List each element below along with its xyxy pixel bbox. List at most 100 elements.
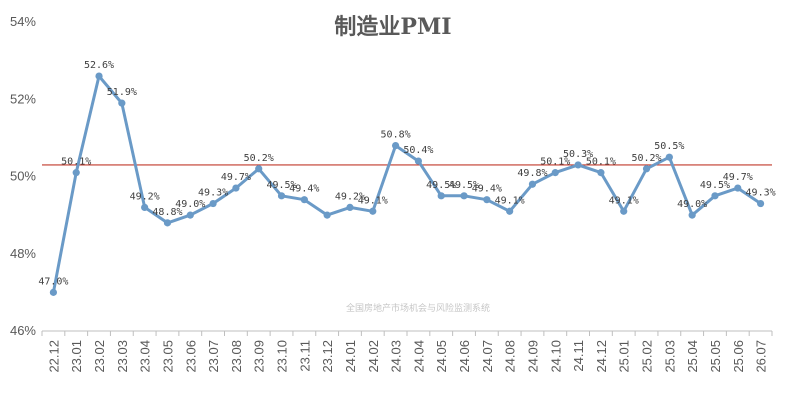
data-label: 49.7% [723, 172, 753, 183]
data-label: 49.5% [266, 180, 296, 191]
x-tick-label: 24.02 [366, 340, 381, 373]
data-point [597, 169, 605, 177]
data-point [460, 192, 468, 200]
data-label: 50.3% [563, 149, 593, 160]
data-label: 49.2% [335, 191, 365, 202]
series-line [51, 74, 762, 293]
data-label: 51.9% [107, 87, 137, 98]
data-point [688, 211, 696, 219]
x-tick-label: 23.12 [320, 340, 335, 373]
data-point [141, 203, 149, 211]
x-tick-label: 22.12 [46, 340, 61, 373]
data-label: 49.2% [130, 191, 160, 202]
data-label: 50.1% [586, 157, 616, 168]
x-tick-label: 23.01 [69, 340, 84, 373]
x-tick-label: 25.02 [640, 340, 655, 373]
data-point [711, 192, 719, 200]
x-tick-label: 24.03 [389, 340, 404, 373]
data-point [756, 199, 765, 208]
data-label: 52.6% [84, 60, 114, 71]
data-label: 50.5% [654, 141, 684, 152]
y-tick-label: 46% [10, 323, 36, 338]
data-point [323, 211, 331, 219]
data-point [163, 219, 172, 227]
data-label: 50.2% [631, 153, 661, 164]
x-tick-label: 24.05 [434, 340, 449, 373]
data-label: 49.1% [495, 195, 525, 206]
data-label: 49.5% [449, 180, 479, 191]
data-point [574, 161, 582, 169]
x-tick-label: 24.10 [548, 340, 563, 373]
data-label: 49.5% [426, 180, 456, 191]
x-tick-label: 23.07 [206, 340, 221, 373]
data-point [118, 99, 126, 107]
data-point [255, 165, 263, 173]
x-tick-label: 25.05 [708, 340, 723, 373]
data-label: 50.1% [540, 157, 570, 168]
x-tick-label: 24.11 [571, 340, 586, 372]
data-label: 49.0% [677, 199, 707, 210]
data-point [528, 180, 537, 188]
data-point [49, 288, 58, 296]
data-label: 50.1% [61, 157, 91, 168]
data-point [209, 199, 217, 208]
data-point [620, 207, 628, 215]
data-point [551, 169, 559, 177]
data-label: 50.8% [381, 130, 411, 141]
data-label: 49.4% [472, 184, 502, 195]
y-tick-label: 48% [10, 246, 36, 261]
x-tick-label: 23.10 [275, 340, 290, 373]
data-point [665, 153, 673, 161]
data-label: 49.5% [700, 180, 730, 191]
x-tick-label: 23.03 [115, 340, 130, 373]
data-label: 50.4% [403, 145, 433, 156]
data-point [483, 196, 491, 204]
data-label: 49.4% [289, 184, 319, 195]
y-tick-label: 50% [10, 169, 36, 184]
x-tick-label: 25.01 [617, 340, 632, 373]
data-label: 49.1% [358, 195, 388, 206]
y-tick-label: 52% [10, 91, 36, 106]
data-point [506, 207, 514, 215]
data-label: 49.1% [609, 195, 639, 206]
data-point [95, 72, 103, 80]
x-tick-label: 25.06 [731, 340, 746, 373]
data-point [642, 165, 651, 173]
x-tick-label: 23.05 [160, 340, 175, 373]
y-tick-label: 54% [10, 14, 36, 29]
x-tick-label: 23.02 [92, 340, 107, 373]
data-point [232, 184, 240, 192]
watermark: 全国房地产市场机会与风险监测系统 [346, 302, 490, 314]
chart-title: 制造业PMI [334, 14, 451, 40]
data-label: 49.3% [198, 188, 228, 199]
x-tick-label: 23.11 [297, 340, 312, 372]
data-point [734, 184, 742, 192]
data-label: 47.0% [38, 276, 68, 287]
data-point [72, 169, 80, 177]
x-tick-label: 24.04 [411, 340, 426, 373]
data-label: 49.7% [221, 172, 251, 183]
x-tick-label: 26.07 [754, 340, 769, 373]
data-point [391, 142, 400, 150]
data-label: 49.8% [517, 168, 547, 179]
x-tick-label: 23.08 [229, 340, 244, 373]
data-label: 48.8% [152, 207, 182, 218]
data-point [186, 211, 194, 219]
data-label: 50.2% [244, 153, 274, 164]
x-tick-label: 24.12 [594, 340, 609, 373]
data-point [346, 203, 354, 211]
x-tick-label: 25.04 [685, 340, 700, 373]
data-point [300, 196, 308, 204]
x-tick-label: 24.09 [525, 340, 540, 373]
data-label: 49.0% [175, 199, 205, 210]
data-point [277, 192, 286, 200]
x-tick-label: 24.08 [503, 340, 518, 373]
data-label: 49.3% [746, 188, 776, 199]
x-tick-label: 24.01 [343, 340, 358, 373]
x-tick-label: 23.09 [252, 340, 267, 373]
x-tick-label: 23.04 [138, 340, 153, 373]
x-tick-label: 24.06 [457, 340, 472, 373]
x-tick-label: 24.07 [480, 340, 495, 373]
data-point [369, 207, 377, 215]
